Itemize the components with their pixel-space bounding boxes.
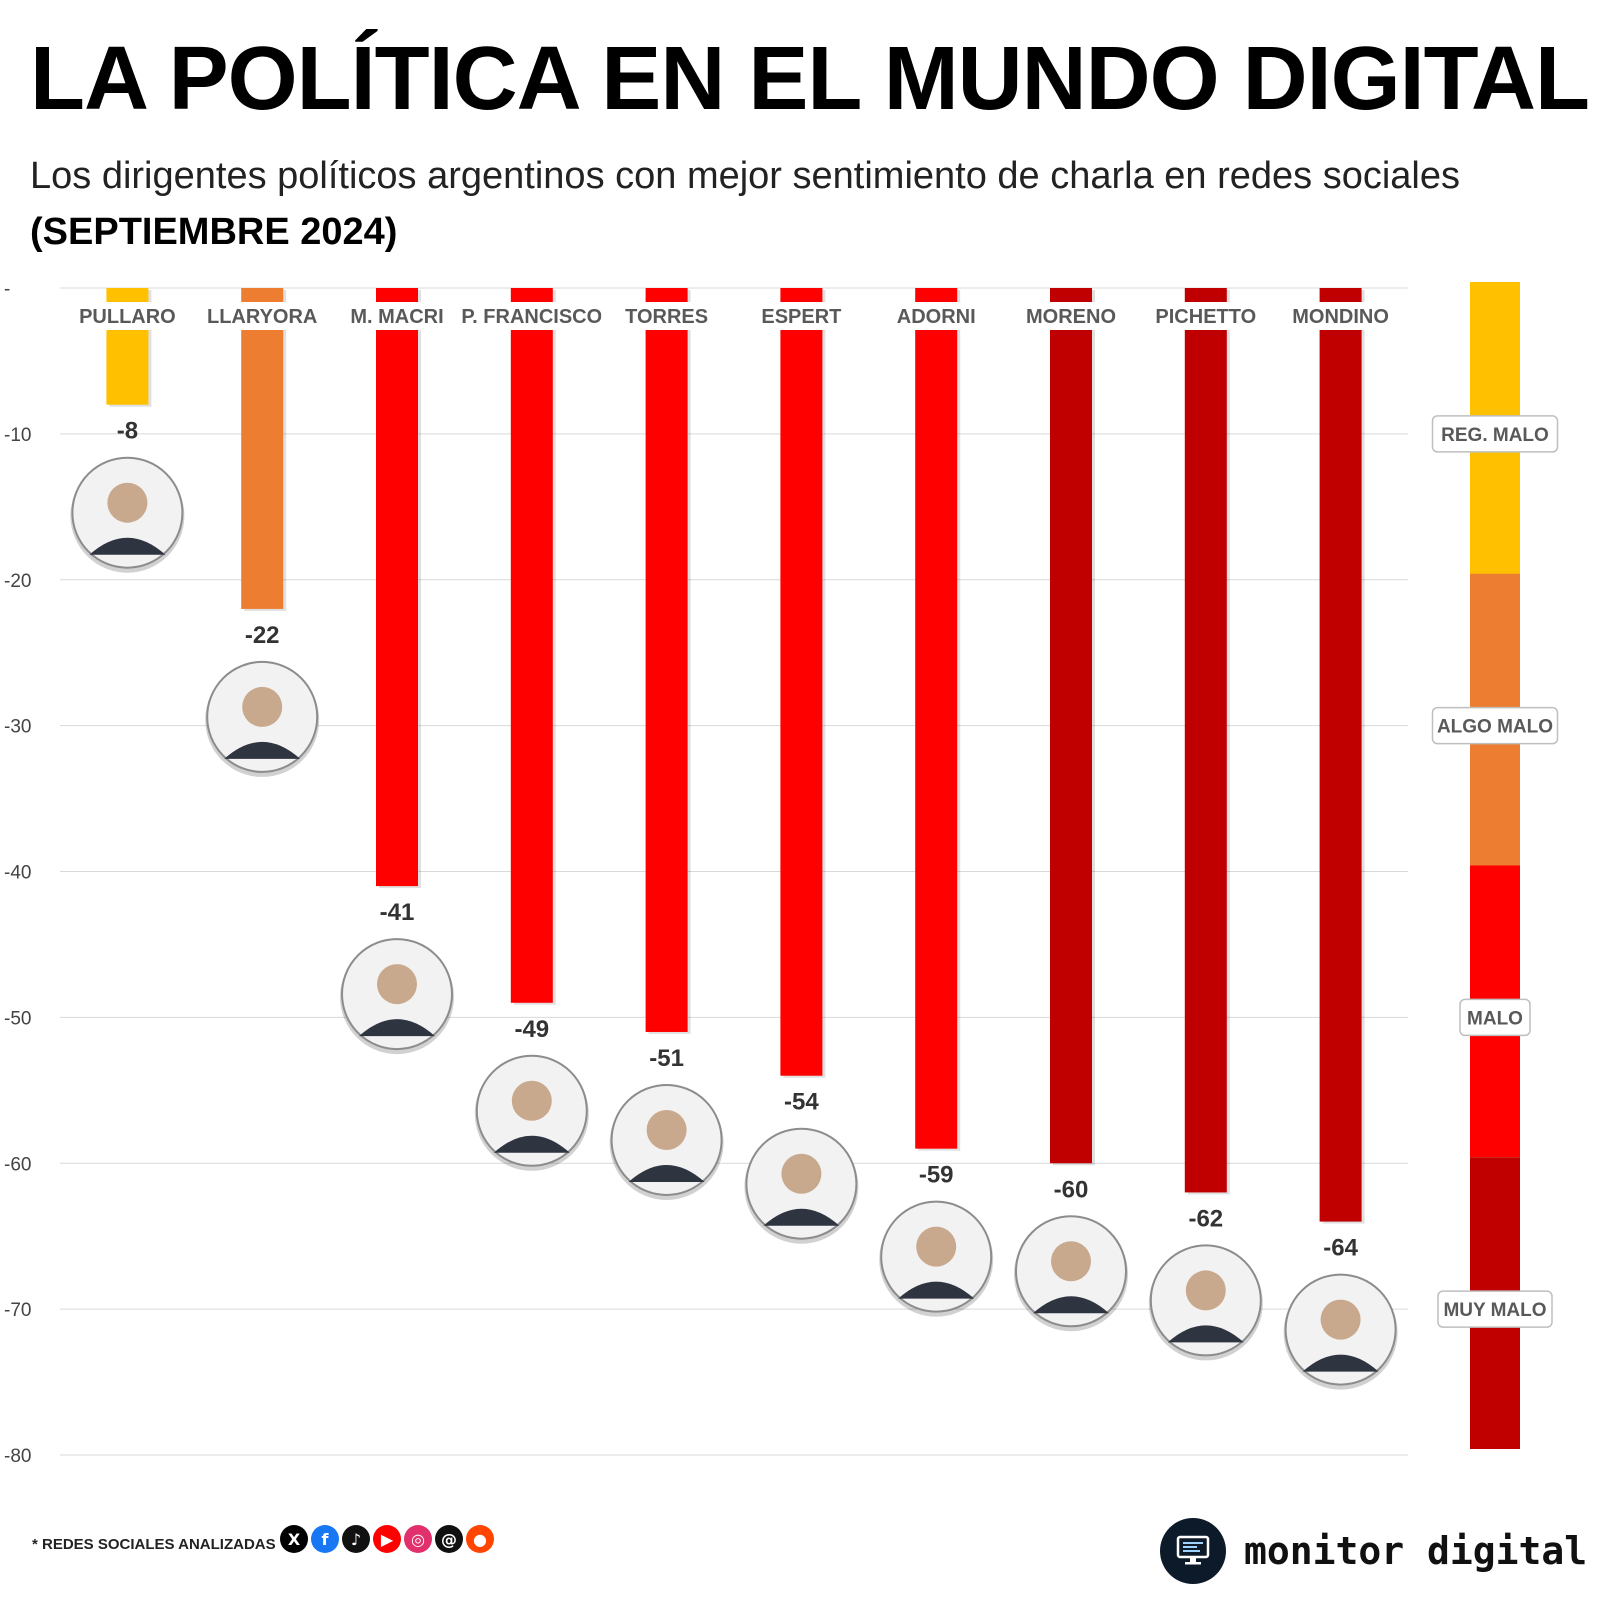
category-label: MONDINO [1292, 306, 1389, 328]
scale-label: MUY MALO [1443, 1300, 1546, 1321]
category-label-bg [196, 302, 328, 330]
avatar-body [1167, 1325, 1244, 1343]
category-label-bg [1275, 302, 1406, 330]
bar [241, 288, 284, 609]
avatar-head [107, 482, 148, 523]
avatar-head [781, 1153, 822, 1194]
bar [780, 288, 823, 1076]
category-label: M. MACRI [350, 306, 443, 328]
reddit-icon: ● [466, 1525, 494, 1553]
monitor-icon [1160, 1518, 1226, 1584]
category-label-bg [601, 302, 732, 330]
avatar-body [359, 1019, 435, 1037]
category-label: PULLARO [79, 306, 176, 328]
category-label: P. FRANCISCO [461, 306, 602, 328]
scale-label-box [1459, 998, 1531, 1037]
category-label-bg [736, 302, 867, 330]
y-tick-label: -30 [4, 717, 31, 738]
value-label: -59 [919, 1162, 954, 1189]
y-tick-label: -70 [4, 1300, 31, 1321]
avatar-head [377, 964, 417, 1005]
scale-label: MALO [1467, 1008, 1523, 1029]
avatar-body [628, 1164, 705, 1182]
category-label-bg [466, 302, 598, 330]
value-label: -64 [1323, 1235, 1358, 1262]
category-label-bg [331, 302, 463, 330]
avatar-body [224, 741, 301, 759]
subtitle-period: (SEPTIEMBRE 2024) [30, 211, 398, 253]
y-tick-label: -50 [4, 1008, 31, 1029]
avatar-head [511, 1080, 552, 1121]
value-label: -62 [1188, 1205, 1223, 1232]
scale-label: ALGO MALO [1437, 717, 1553, 738]
bar [1319, 288, 1362, 1222]
category-label: PICHETTO [1155, 306, 1256, 328]
value-label: -60 [1054, 1176, 1089, 1203]
page-title: LA POLÍTICA EN EL MUNDO DIGITAL [30, 29, 1590, 129]
y-tick-label: -80 [4, 1446, 31, 1467]
page-subtitle: Los dirigentes políticos argentinos con … [30, 148, 1510, 260]
bar [376, 288, 418, 887]
scale-label: REG. MALO [1441, 425, 1549, 446]
facebook-icon: f [311, 1525, 339, 1553]
x-icon: X [280, 1525, 308, 1553]
bar [1050, 288, 1092, 1164]
bar [915, 288, 958, 1149]
category-label: MORENO [1026, 306, 1116, 328]
scale-label-box [1431, 706, 1559, 745]
avatar-head [1051, 1241, 1091, 1282]
avatar-head [1185, 1270, 1226, 1311]
youtube-icon: ▶ [373, 1525, 401, 1553]
value-label: -51 [649, 1045, 684, 1072]
category-label-bg [62, 302, 193, 330]
category-label: ESPERT [761, 306, 841, 328]
avatar-head [242, 686, 283, 727]
value-label: -49 [514, 1016, 549, 1043]
category-label-bg [1005, 302, 1137, 330]
scale-label-box [1431, 415, 1559, 453]
networks-note: * REDES SOCIALES ANALIZADAS [32, 1536, 276, 1553]
value-label: -22 [245, 622, 280, 649]
sentiment-bar-chart: - -10 -20 -30 -40 -50 -60 -70 -80 PULLARO -8 LLARYO… [4, 279, 1559, 1467]
threads-icon: @ [435, 1525, 463, 1553]
category-label-bg [1140, 302, 1272, 330]
avatar-body [898, 1281, 975, 1299]
avatar-body [1033, 1296, 1109, 1314]
avatar-body [493, 1135, 570, 1153]
avatar-body [89, 537, 166, 555]
y-tick-label: -10 [4, 425, 31, 446]
category-label: LLARYORA [207, 306, 317, 328]
avatar-head [1320, 1299, 1361, 1340]
avatar-head [646, 1109, 687, 1150]
category-label: TORRES [625, 306, 708, 328]
value-label: -54 [784, 1089, 819, 1116]
brand-logo: monitor digital [1160, 1518, 1587, 1584]
y-tick-label: - [4, 279, 10, 300]
bar [510, 288, 553, 1003]
avatar-body [763, 1208, 840, 1226]
value-label: -41 [380, 899, 415, 926]
y-tick-label: -20 [4, 571, 31, 592]
avatar-body [1302, 1354, 1379, 1372]
instagram-icon: ◎ [404, 1525, 432, 1553]
scale-label-box [1437, 1290, 1553, 1328]
brand-name: monitor digital [1244, 1529, 1588, 1573]
subtitle-text: Los dirigentes políticos argentinos con … [30, 155, 1461, 197]
y-tick-label: -60 [4, 1154, 31, 1175]
value-label: -8 [117, 418, 138, 445]
avatar-head [916, 1226, 957, 1267]
category-label-bg [870, 302, 1002, 330]
y-tick-label: -40 [4, 863, 31, 884]
bar [645, 288, 688, 1032]
tiktok-icon: ♪ [342, 1525, 370, 1553]
category-label: ADORNI [897, 306, 976, 328]
bar [1184, 288, 1227, 1193]
